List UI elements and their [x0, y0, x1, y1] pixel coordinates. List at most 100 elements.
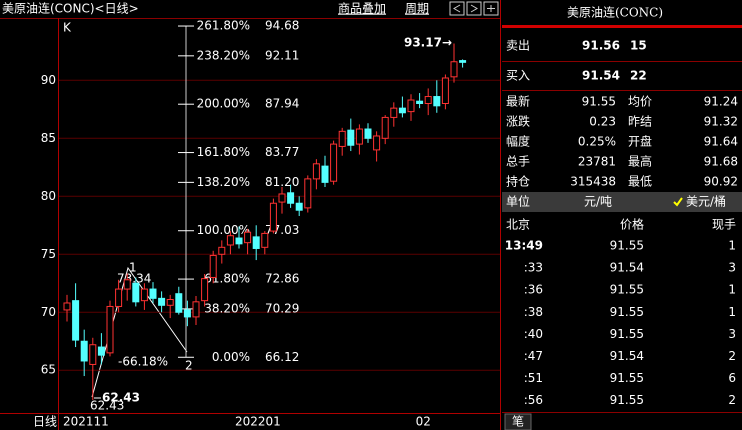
k-label: K [63, 21, 72, 35]
y-tick-label: 80 [41, 189, 56, 203]
candle-body [295, 202, 303, 211]
bid-volume: 22 [630, 69, 647, 83]
stat-value: 91.24 [704, 95, 738, 109]
trade-header: 北京 [506, 218, 530, 232]
fib-percent: 238.20% [197, 48, 250, 62]
point-label: 1 [129, 261, 137, 275]
trade-price: 91.55 [610, 371, 644, 385]
ask-volume: 15 [630, 39, 647, 53]
nav-icons[interactable] [449, 1, 499, 16]
candle-body [149, 288, 157, 299]
trade-volume: 2 [728, 349, 736, 363]
y-tick-label: 90 [41, 73, 56, 87]
stat-value: 90.92 [704, 175, 738, 189]
stat-value: 0.25% [578, 135, 616, 149]
trade-time: 13:49 [505, 239, 543, 253]
panel-title: 美原油连(CONC) [567, 5, 663, 20]
candle-body [166, 299, 174, 306]
y-tick-label: 70 [41, 305, 56, 319]
candle-body [416, 100, 424, 105]
candle-body [261, 232, 269, 248]
chart-title: 美原油连(CONC)<日线> [2, 1, 139, 16]
panel-title-bar [502, 25, 742, 28]
fib-percent: 200.00% [197, 97, 250, 111]
trade-price: 91.55 [610, 327, 644, 341]
stat-label: 涨跌 [506, 114, 530, 129]
fib-price: 66.12 [265, 350, 299, 364]
candle-body [89, 344, 97, 365]
candle-body [218, 246, 226, 255]
unit-option[interactable]: 美元/桶 [686, 194, 726, 209]
fib-extension-label: -66.18% [118, 355, 168, 369]
candle-body [459, 60, 467, 63]
stat-label: 最高 [628, 154, 652, 169]
candle-body [364, 128, 372, 139]
candle-body [304, 178, 312, 209]
arrow [470, 4, 478, 13]
menu-item[interactable]: 商品叠加 [338, 1, 386, 16]
stat-value: 91.32 [704, 115, 738, 129]
fib-price: 70.29 [265, 301, 299, 315]
x-tick-label: 02 [416, 415, 431, 429]
stat-value: 315438 [570, 175, 616, 189]
trade-time: :51 [524, 371, 543, 385]
candle-body [269, 202, 277, 232]
candle-body [407, 99, 415, 113]
candle-body [226, 235, 234, 246]
stat-label: 最新 [506, 94, 530, 109]
trade-volume: 6 [728, 371, 736, 385]
candle-body [106, 305, 114, 354]
fib-price: 94.68 [265, 19, 299, 33]
tab[interactable] [504, 413, 532, 430]
low-label: 62.43 [90, 399, 124, 413]
candle-body [183, 309, 191, 318]
fib-percent: 261.80% [197, 19, 250, 33]
unit-label: 单位 [506, 194, 530, 209]
trade-time: :47 [524, 349, 543, 363]
trade-price: 91.55 [610, 393, 644, 407]
trade-time: :33 [524, 261, 543, 275]
bid-price: 91.54 [582, 69, 620, 83]
trade-time: :36 [524, 283, 543, 297]
fib-price: 72.86 [265, 272, 299, 286]
stat-value: 0.23 [589, 115, 616, 129]
trade-header: 现手 [712, 218, 736, 232]
fib-price: 81.20 [265, 175, 299, 189]
stat-label: 均价 [628, 95, 652, 109]
unit-option[interactable]: 元/吨 [584, 195, 612, 209]
candle-body [450, 61, 458, 78]
tab-label[interactable]: 笔 [512, 414, 524, 429]
stat-label: 幅度 [506, 134, 530, 149]
candle-body [373, 135, 381, 151]
trade-header: 价格 [620, 217, 644, 232]
trade-volume: 2 [728, 393, 736, 407]
trade-time: :56 [524, 393, 543, 407]
candle-body [441, 77, 449, 105]
candle-body [347, 129, 355, 146]
nav-right[interactable] [466, 1, 482, 16]
point-label: 2 [185, 359, 193, 373]
x-tick-label: 202111 [63, 415, 109, 429]
trade-price: 91.55 [610, 305, 644, 319]
candle-body [278, 193, 286, 203]
fib-percent: 138.20% [197, 175, 250, 189]
nav-left[interactable] [449, 1, 465, 16]
trade-volume: 3 [728, 261, 736, 275]
nav-zoom[interactable] [483, 1, 499, 16]
candle-body [338, 130, 346, 147]
plus [487, 5, 495, 12]
y-tick-label: 65 [41, 363, 56, 377]
trade-volume: 1 [728, 283, 736, 297]
stat-label: 开盘 [628, 134, 652, 149]
candle-body [132, 282, 140, 303]
candle-body [355, 128, 363, 145]
candle-body [235, 237, 243, 245]
candle-body [330, 143, 338, 182]
candle-body [381, 116, 389, 139]
candle-body [321, 165, 329, 183]
candle-body [209, 254, 217, 278]
stat-value: 91.55 [582, 95, 616, 109]
menu-item[interactable]: 周期 [405, 2, 429, 16]
candle-body [175, 293, 183, 313]
